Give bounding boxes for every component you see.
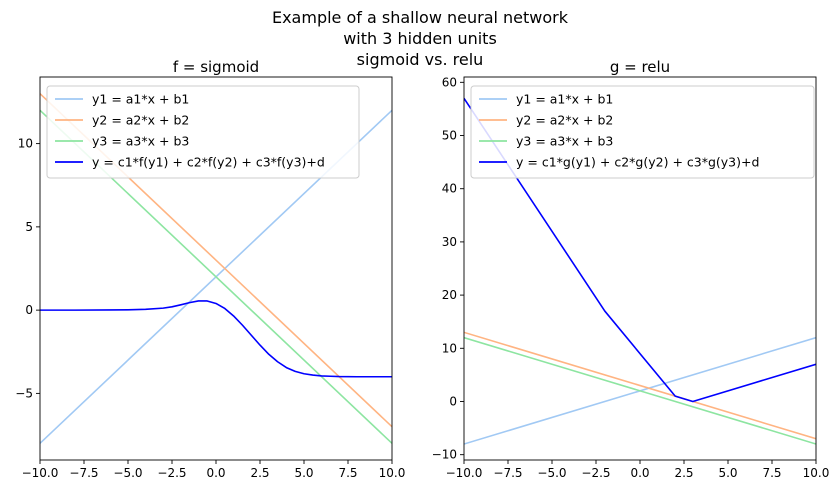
x-tick-label: 0.0 (206, 466, 225, 480)
x-tick-label: 7.5 (762, 466, 781, 480)
y-tick-label: 60 (442, 75, 457, 89)
y-tick-label: 10 (442, 341, 457, 355)
legend-label: y3 = a3*x + b3 (92, 134, 189, 149)
suptitle-line: with 3 hidden units (343, 29, 497, 48)
x-tick-label: −10.0 (22, 466, 59, 480)
x-tick-label: 0.0 (630, 466, 649, 480)
x-tick-label: −2.5 (157, 466, 186, 480)
x-tick-label: −2.5 (581, 466, 610, 480)
x-tick-label: 5.0 (294, 466, 313, 480)
series-line-3 (464, 336, 816, 445)
series-line-2 (464, 331, 816, 440)
subplot-1: −10.0 −7.5 −5.0 −2.5 0.0 2.5 5.0 7.5 10.0 −5 0 5 10 f… (15, 58, 405, 480)
y-tick-label: 0 (25, 303, 33, 317)
x-tick-label: −5.0 (113, 466, 142, 480)
y-tick-label: 10 (18, 137, 33, 151)
subplot-2: −10.0 −7.5 −5.0 −2.5 0.0 2.5 5.0 7.5 10.0 −10 0 10 2… (432, 58, 830, 480)
x-tick-label: −7.5 (69, 466, 98, 480)
x-tick-label: 5.0 (718, 466, 737, 480)
series-group (464, 97, 816, 445)
y-tick-label: 5 (25, 220, 33, 234)
legend-box (46, 85, 360, 179)
y-tick-label: 30 (442, 235, 457, 249)
suptitle-line: Example of a shallow neural network (271, 8, 569, 27)
x-tick-label: 10.0 (379, 466, 406, 480)
x-tick-label: −5.0 (537, 466, 566, 480)
x-tick-label: 10.0 (803, 466, 830, 480)
y-tick-label: 50 (442, 129, 457, 143)
x-tick-label: −10.0 (446, 466, 483, 480)
legend-label: y1 = a1*x + b1 (92, 92, 189, 107)
y-tick-label: 40 (442, 182, 457, 196)
legend-label: y1 = a1*x + b1 (516, 92, 613, 107)
y-tick-label: 20 (442, 288, 457, 302)
series-line-4 (464, 97, 816, 403)
x-tick-label: 7.5 (338, 466, 357, 480)
legend-label: y = c1*g(y1) + c2*g(y2) + c3*g(y3)+d (516, 155, 759, 170)
x-tick-label: 2.5 (674, 466, 693, 480)
series-line-4 (40, 300, 392, 378)
subplot-title: g = relu (610, 58, 670, 76)
legend-box (470, 85, 815, 179)
legend: y1 = a1*x + b1 y2 = a2*x + b2 y3 = a3*x + … (470, 85, 815, 179)
legend-label: y2 = a2*x + b2 (92, 113, 189, 128)
legend-label: y = c1*f(y1) + c2*f(y2) + c3*f(y3)+d (92, 155, 325, 170)
subplot-title: f = sigmoid (173, 58, 259, 76)
legend-label: y3 = a3*x + b3 (516, 134, 613, 149)
legend: y1 = a1*x + b1 y2 = a2*x + b2 y3 = a3*x + … (46, 85, 360, 179)
x-tick-label: −7.5 (493, 466, 522, 480)
y-tick-label: −5 (15, 386, 33, 400)
y-tick-label: −10 (432, 448, 457, 462)
y-tick-label: 0 (449, 394, 457, 408)
suptitle-line: sigmoid vs. relu (356, 50, 484, 69)
x-tick-label: 2.5 (250, 466, 269, 480)
legend-label: y2 = a2*x + b2 (516, 113, 613, 128)
